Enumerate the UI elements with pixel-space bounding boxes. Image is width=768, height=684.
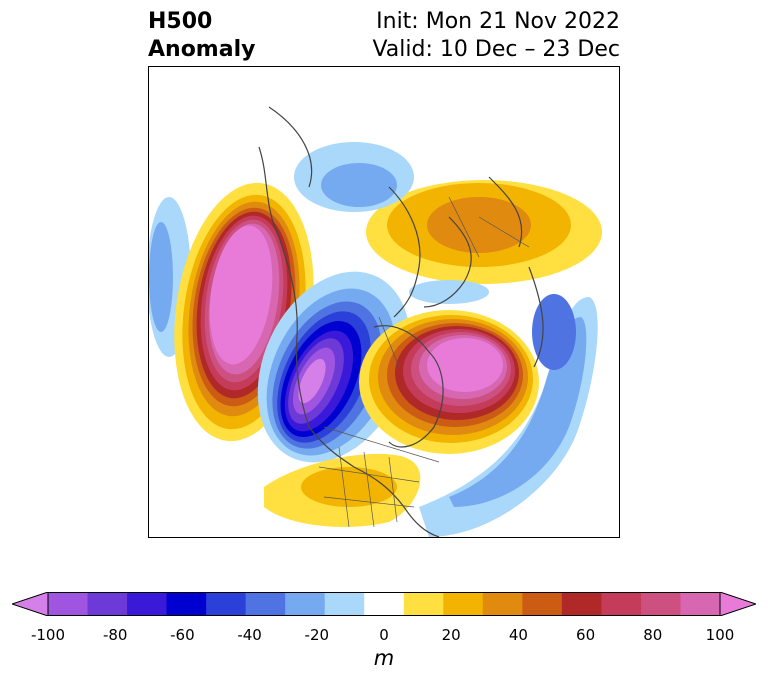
colorbar-tick-label: 80 bbox=[643, 626, 663, 644]
colorbar-segment bbox=[48, 592, 89, 616]
colorbar-segment bbox=[482, 592, 523, 616]
map-canvas bbox=[149, 106, 602, 537]
colorbar-tick-label: 40 bbox=[508, 626, 528, 644]
colorbar-segment bbox=[522, 592, 563, 616]
colorbar-tick-label: -100 bbox=[30, 626, 66, 644]
colorbar-segment bbox=[443, 592, 484, 616]
colorbar-segment bbox=[364, 592, 405, 616]
valid-period-label: Valid: 10 Dec – 23 Dec bbox=[372, 37, 620, 62]
init-time-label: Init: Mon 21 Nov 2022 bbox=[376, 9, 620, 34]
anomaly-gulf-of-alaska-ridge bbox=[174, 182, 314, 442]
colorbar-segment bbox=[206, 592, 247, 616]
colorbar-segment bbox=[680, 592, 721, 616]
map-title-left: H500 Anomaly bbox=[148, 8, 255, 64]
colorbar-segment bbox=[601, 592, 642, 616]
colorbar-extend-high bbox=[719, 592, 756, 616]
map-title-right: Init: Mon 21 Nov 2022 Valid: 10 Dec – 23… bbox=[372, 8, 620, 64]
colorbar-segment bbox=[166, 592, 207, 616]
colorbar-segment bbox=[245, 592, 286, 616]
colorbar-segment bbox=[403, 592, 444, 616]
colorbar-segment bbox=[127, 592, 168, 616]
colorbar-segment bbox=[324, 592, 365, 616]
anomaly-atlantic-negative bbox=[419, 294, 598, 537]
colorbar-segment bbox=[561, 592, 602, 616]
colorbar-extend-low bbox=[12, 592, 49, 616]
coastlines bbox=[258, 106, 544, 537]
colorbar-segment bbox=[640, 592, 681, 616]
anomaly-europe-ridge bbox=[366, 180, 602, 284]
anomaly-eastern-canada-ridge bbox=[359, 310, 539, 454]
colorbar-tick-label: 0 bbox=[379, 626, 389, 644]
colorbar-tick-label: -40 bbox=[237, 626, 262, 644]
colorbar-tick-label: 20 bbox=[441, 626, 461, 644]
colorbar-tick-label: 60 bbox=[576, 626, 596, 644]
political-borders bbox=[318, 196, 530, 528]
colorbar-tick-label: -80 bbox=[102, 626, 128, 644]
colorbar-segment bbox=[285, 592, 326, 616]
title-field: Anomaly bbox=[148, 37, 256, 62]
colorbar-border bbox=[47, 592, 721, 616]
colorbar-segment bbox=[87, 592, 128, 616]
colorbar-tick-label: -20 bbox=[304, 626, 330, 644]
anomaly-western-trough bbox=[257, 271, 411, 463]
anomaly-southern-us-ridge bbox=[264, 453, 421, 527]
anomaly-map bbox=[148, 66, 620, 538]
colorbar-tick-label: -60 bbox=[170, 626, 195, 644]
colorbar-unit-label: m bbox=[373, 646, 395, 670]
colorbar bbox=[12, 592, 756, 616]
colorbar-tick-label: 100 bbox=[705, 626, 735, 644]
title-variable: H500 bbox=[148, 9, 213, 34]
anomaly-arctic-negative bbox=[294, 142, 489, 304]
